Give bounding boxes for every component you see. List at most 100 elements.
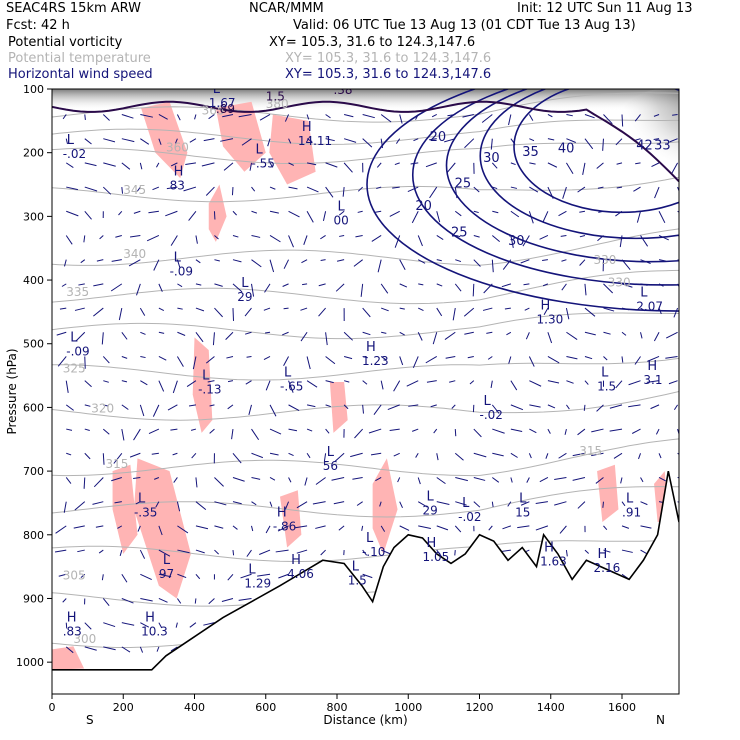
wind-vector — [399, 525, 410, 531]
y-tick-label: 600 — [23, 401, 44, 414]
wind-vector — [185, 162, 197, 166]
wind-vector — [302, 283, 308, 286]
wind-vector — [510, 138, 516, 145]
wind-vector — [582, 162, 586, 175]
extremum-value: 10.3 — [141, 625, 168, 639]
wind-vector — [449, 380, 456, 383]
wind-vector — [635, 138, 641, 141]
wind-vector — [665, 331, 678, 339]
extremum-marker: L — [427, 490, 435, 505]
wind-vector — [66, 452, 72, 456]
wind-vector — [66, 186, 79, 191]
extremum-marker: H — [302, 120, 312, 135]
wind-vector — [379, 501, 382, 507]
wind-vector — [269, 186, 276, 190]
wind-vector — [491, 259, 494, 273]
wind-vector — [318, 283, 326, 287]
extremum-marker: L — [256, 142, 264, 157]
wind-vector — [535, 525, 549, 531]
x-tick-label: 800 — [327, 701, 348, 714]
wind-vector — [399, 114, 403, 124]
wind-vector — [195, 283, 202, 286]
wind-vector — [121, 598, 134, 604]
wind-vector — [158, 622, 163, 629]
wind-vector — [189, 138, 197, 143]
wind-vector — [102, 356, 110, 364]
wind-vector — [172, 452, 178, 456]
wind-vector — [259, 114, 271, 121]
wind-vector — [103, 380, 109, 383]
wind-vector — [113, 452, 123, 464]
wind-vector — [84, 646, 97, 651]
extremum-value: -.55 — [252, 156, 275, 170]
extremum-value: 1.29 — [244, 577, 271, 591]
wind-vector — [376, 186, 382, 189]
wind-vector — [137, 186, 141, 192]
wind-vector — [463, 307, 475, 317]
wind-vector — [251, 525, 254, 532]
pv-contour — [52, 100, 679, 183]
wind-vector — [399, 331, 405, 336]
wind-vector — [140, 597, 153, 602]
wind-vector — [584, 114, 595, 119]
wind-vector — [526, 477, 530, 483]
wind-vector — [172, 380, 178, 394]
wind-vector — [249, 162, 252, 171]
wind-vector — [93, 477, 104, 488]
wind-vector — [508, 356, 512, 364]
extremum-value: 1.5 — [348, 574, 367, 588]
wind-vector — [417, 477, 421, 485]
wind-vector — [539, 477, 549, 483]
extremum-value: 29 — [237, 290, 252, 304]
wind-vector — [418, 307, 424, 312]
wind-vector — [559, 525, 567, 534]
wind-vector — [139, 162, 143, 170]
wind-vector — [325, 428, 330, 434]
wind-vector — [492, 210, 499, 214]
south-label: S — [86, 713, 94, 727]
extremum-marker: L — [601, 365, 609, 380]
extremum-value: 1.67 — [209, 96, 236, 110]
y-tick-label: 200 — [23, 147, 44, 160]
wind-vector — [259, 549, 271, 555]
wind-vector — [344, 113, 354, 118]
wind-vector — [227, 380, 234, 383]
wind-vector — [462, 113, 474, 118]
wind-vector — [584, 331, 596, 336]
wind-vector — [269, 210, 279, 214]
wind-vector — [251, 452, 264, 459]
wind-vector — [447, 113, 456, 117]
x-tick-label: 0 — [49, 701, 56, 714]
wind-vector — [464, 331, 474, 335]
wind-vector — [432, 332, 438, 345]
wind-vector — [362, 549, 368, 556]
wind-speed-label: 20 — [430, 130, 447, 145]
wind-vector — [284, 114, 290, 122]
pv-contour-label: .89 — [216, 102, 235, 116]
extremum-value: 14.11 — [298, 134, 332, 148]
wind-vector — [284, 501, 290, 510]
wind-vector — [65, 162, 74, 168]
wind-vector — [148, 428, 160, 435]
wind-vector — [288, 380, 294, 393]
wind-vector — [158, 114, 168, 120]
wind-vector — [490, 380, 493, 388]
wind-vector — [300, 307, 308, 311]
wind-vector — [102, 428, 110, 435]
extremum-value: 1.23 — [362, 354, 389, 368]
wind-vector — [343, 380, 350, 383]
wind-vector — [415, 453, 419, 458]
wind-vector — [375, 477, 382, 482]
wind-vector — [417, 501, 428, 508]
wind-vector — [393, 380, 401, 392]
wind-vector — [336, 259, 345, 262]
wind-vector — [62, 598, 67, 603]
wind-vector — [529, 404, 541, 408]
isentrope-line — [52, 391, 679, 421]
wind-vector — [350, 452, 363, 458]
wind-vector — [362, 307, 371, 318]
wind-vector — [486, 331, 493, 334]
wind-vector — [158, 525, 163, 536]
wind-vector — [65, 404, 74, 411]
wind-speed-label: 20 — [415, 199, 432, 214]
